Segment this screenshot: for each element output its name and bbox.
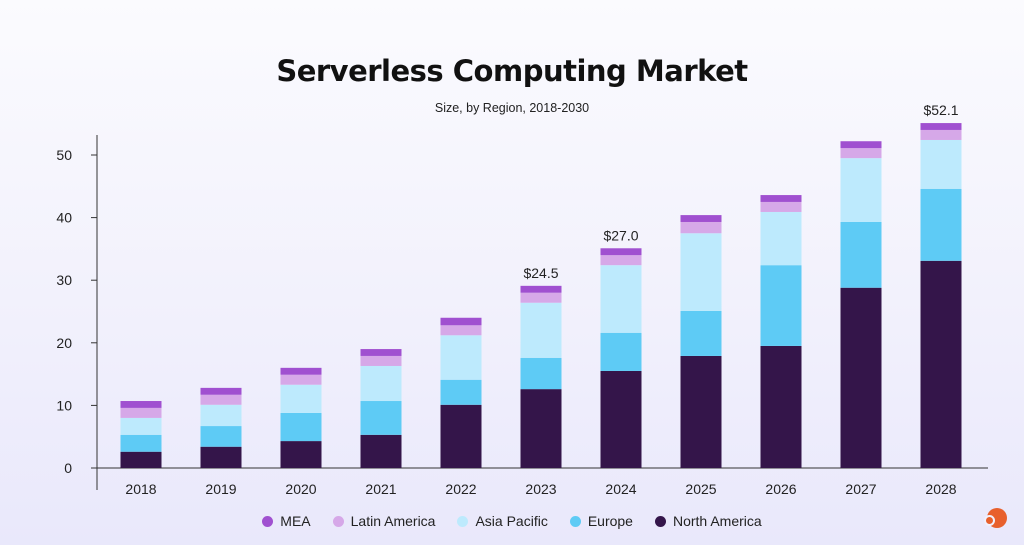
bar-segment-north-america	[360, 434, 402, 468]
bar-segment-latin-america	[760, 201, 802, 212]
y-tick-label: 40	[56, 210, 72, 226]
y-tick-label: 10	[56, 397, 72, 413]
x-tick-label: 2026	[765, 481, 796, 497]
x-tick-label: 2025	[685, 481, 716, 497]
bar-segment-asia-pacific	[840, 158, 882, 222]
y-tick-label: 30	[56, 272, 72, 288]
x-tick-label: 2027	[845, 481, 876, 497]
bar-segment-north-america	[120, 451, 162, 468]
data-label: $52.1	[923, 102, 958, 118]
bar-segment-north-america	[200, 446, 242, 468]
bar-segment-asia-pacific	[120, 417, 162, 435]
legend-swatch	[332, 515, 344, 527]
bar-segment-mea	[280, 367, 322, 375]
legend-label: Asia Pacific	[475, 513, 548, 529]
bar-segment-latin-america	[440, 325, 482, 336]
bar-segment-europe	[440, 379, 482, 405]
data-label: $24.5	[523, 265, 558, 281]
bar-segment-latin-america	[600, 255, 642, 266]
legend-label: MEA	[280, 513, 311, 529]
bar-segment-latin-america	[680, 221, 722, 234]
bar-segment-mea	[200, 387, 242, 395]
x-tick-label: 2018	[125, 481, 156, 497]
bar-segment-europe	[680, 310, 722, 356]
bar-segment-asia-pacific	[520, 302, 562, 358]
legend-item: Europe	[569, 513, 633, 529]
brand-logo-icon	[984, 508, 1007, 528]
bar-segment-north-america	[280, 441, 322, 468]
x-tick-label: 2020	[285, 481, 316, 497]
bar-segment-asia-pacific	[760, 211, 802, 266]
y-tick-label: 20	[56, 335, 72, 351]
bar-segment-mea	[440, 317, 482, 326]
legend-swatch	[569, 515, 581, 527]
legend-label: Latin America	[350, 513, 436, 529]
legend: MEA Latin America Asia Pacific Europe North …	[0, 513, 1024, 529]
bar-segment-europe	[200, 426, 242, 447]
bar-segment-mea	[120, 401, 162, 408]
y-tick-label: 0	[64, 460, 72, 476]
bar-segment-north-america	[840, 287, 882, 468]
bar-segment-europe	[280, 412, 322, 442]
bar-segment-latin-america	[120, 407, 162, 418]
bar-segment-north-america	[600, 370, 642, 468]
legend-label: North America	[672, 513, 762, 529]
bar-segment-europe	[600, 332, 642, 371]
bar-segment-latin-america	[280, 374, 322, 385]
legend-label: Europe	[587, 513, 633, 529]
bar-segment-asia-pacific	[920, 139, 962, 189]
bar-segment-europe	[920, 188, 962, 261]
bar-segment-asia-pacific	[200, 404, 242, 427]
bar-segment-north-america	[440, 404, 482, 468]
legend-swatch	[262, 515, 274, 527]
bar-segment-europe	[760, 265, 802, 346]
x-tick-label: 2024	[605, 481, 636, 497]
bar-segment-latin-america	[840, 148, 882, 159]
data-label: $27.0	[603, 227, 638, 243]
bar-segment-europe	[120, 434, 162, 452]
chart-title: Serverless Computing Market	[276, 54, 748, 88]
bar-segment-north-america	[520, 389, 562, 468]
bar-segment-mea	[680, 215, 722, 222]
bar-segment-north-america	[760, 345, 802, 468]
bar-segment-asia-pacific	[600, 265, 642, 333]
bar-segment-north-america	[680, 355, 722, 468]
bar-segment-mea	[360, 349, 402, 356]
bar-segment-latin-america	[520, 292, 562, 303]
bar-segment-latin-america	[360, 355, 402, 366]
bar-segment-north-america	[920, 260, 962, 468]
bar-segment-asia-pacific	[680, 233, 722, 311]
x-tick-label: 2028	[925, 481, 956, 497]
bar-segment-mea	[840, 141, 882, 149]
legend-swatch	[457, 515, 469, 527]
x-tick-label: 2022	[445, 481, 476, 497]
bar-segment-europe	[360, 401, 402, 435]
bar-segment-latin-america	[200, 394, 242, 405]
bar-segment-asia-pacific	[280, 384, 322, 413]
x-tick-label: 2021	[365, 481, 396, 497]
bar-segment-asia-pacific	[440, 335, 482, 380]
bar-segment-mea	[760, 195, 802, 202]
bar-segment-asia-pacific	[360, 365, 402, 402]
legend-item: Asia Pacific	[457, 513, 548, 529]
legend-item: Latin America	[332, 513, 436, 529]
bar-segment-mea	[920, 123, 962, 130]
bar-segment-latin-america	[920, 129, 962, 140]
legend-item: MEA	[262, 513, 311, 529]
bar-segment-mea	[600, 248, 642, 256]
x-tick-label: 2023	[525, 481, 556, 497]
y-tick-label: 50	[56, 147, 72, 163]
bar-segment-mea	[520, 285, 562, 293]
legend-swatch	[654, 515, 666, 527]
chart-subtitle: Size, by Region, 2018-2030	[434, 101, 590, 115]
bar-segment-europe	[840, 221, 882, 288]
legend-item: North America	[654, 513, 762, 529]
bar-segment-europe	[520, 357, 562, 390]
x-tick-label: 2019	[205, 481, 236, 497]
